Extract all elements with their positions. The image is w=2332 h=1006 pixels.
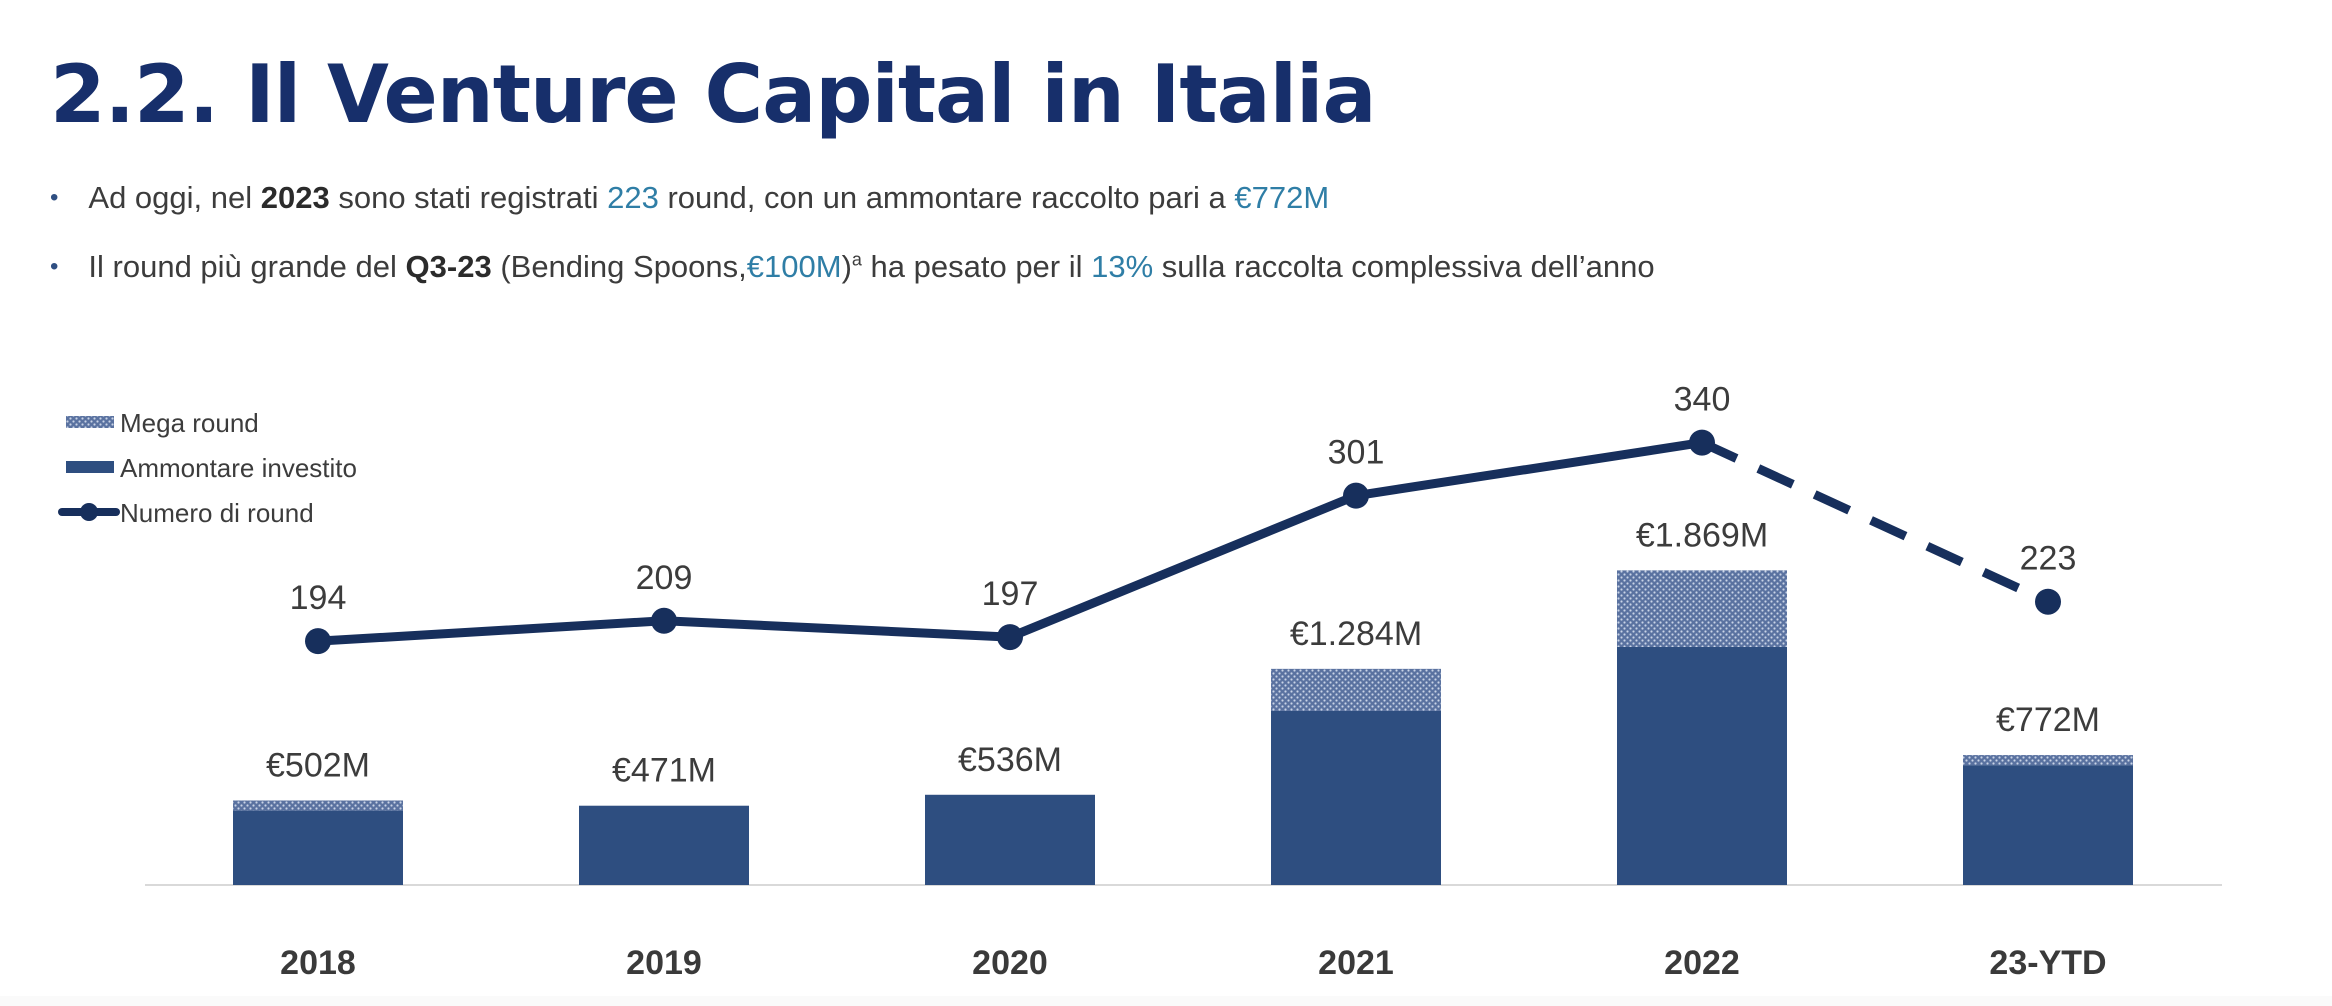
bullet-1-text-1: Ad oggi, nel xyxy=(88,180,261,215)
x-tick-2022: 2022 xyxy=(1664,944,1740,982)
legend-label-1: Mega round xyxy=(120,408,259,438)
total-label-2021: €1.284M xyxy=(1290,615,1422,653)
bullet-1-text-3: round, con un ammontare raccolto pari a xyxy=(658,180,1235,215)
bar-mega-2021 xyxy=(1271,668,1441,711)
bullet-2-amount: €100M xyxy=(746,249,842,284)
legend-swatch-point xyxy=(80,503,98,521)
x-tick-2018: 2018 xyxy=(280,944,356,982)
bullet-2: • Il round più grande del Q3-23 (Bending … xyxy=(50,249,1655,285)
legend-swatch-mega xyxy=(66,416,114,428)
count-label-2019: 209 xyxy=(636,559,693,597)
bar-invested-2018 xyxy=(233,810,403,885)
bullet-1-text-2: sono stati registrati xyxy=(329,180,608,215)
rounds-line xyxy=(305,429,2061,655)
bullet-1-year: 2023 xyxy=(260,180,330,215)
bullet-2-text-5: sulla raccolta complessiva dell’anno xyxy=(1153,249,1655,284)
x-tick-2021: 2021 xyxy=(1318,944,1394,982)
bullet-2-footnote-mark: a xyxy=(851,249,862,270)
total-label-23-YTD: €772M xyxy=(1996,701,2100,739)
bullet-dot: • xyxy=(50,184,59,211)
bar-invested-2022 xyxy=(1617,646,1787,885)
count-label-23-YTD: 223 xyxy=(2020,540,2077,578)
rounds-point-2022 xyxy=(1689,429,1715,456)
x-tick-23-YTD: 23-YTD xyxy=(1989,944,2106,982)
legend-swatch-invested xyxy=(66,461,114,473)
page-title: 2.2. Il Venture Capital in Italia xyxy=(50,48,1376,141)
total-label-2019: €471M xyxy=(612,752,716,790)
x-tick-2020: 2020 xyxy=(972,944,1048,982)
rounds-point-2020 xyxy=(997,624,1023,651)
x-tick-labels: 2018 2019 2020 2021 2022 23-YTD xyxy=(280,944,2106,982)
bullet-2-text-4: ha pesato per il xyxy=(861,249,1092,284)
footer-strip xyxy=(0,996,2332,1006)
bullet-2-share: 13% xyxy=(1091,249,1154,284)
bullet-2-text-2: (Bending Spoons, xyxy=(491,249,747,284)
count-label-2020: 197 xyxy=(982,575,1039,613)
bullet-1: • Ad oggi, nel 2023 sono stati registrati… xyxy=(50,180,1329,216)
total-label-2022: €1.869M xyxy=(1636,516,1768,554)
bullet-1-round-count: 223 xyxy=(607,180,659,215)
bar-invested-2021 xyxy=(1271,710,1441,885)
count-label-2018: 194 xyxy=(290,579,347,617)
total-label-2018: €502M xyxy=(266,746,370,784)
bar-invested-2020 xyxy=(925,794,1095,885)
bar-mega-2018 xyxy=(233,800,403,811)
count-label-2022: 340 xyxy=(1674,381,1731,419)
bar-mega-2022 xyxy=(1617,570,1787,647)
x-tick-2019: 2019 xyxy=(626,944,702,982)
legend-label-3: Numero di round xyxy=(120,498,314,528)
bullet-2-text-1: Il round più grande del xyxy=(88,249,406,284)
bars xyxy=(233,570,2133,885)
bullet-dot: • xyxy=(50,253,59,280)
rounds-point-2018 xyxy=(305,628,331,655)
rounds-line-dashed xyxy=(1700,438,2050,606)
bullet-2-quarter: Q3-23 xyxy=(405,249,492,284)
rounds-point-23-YTD xyxy=(2035,588,2061,615)
data-labels: €502M €471M €536M €1.284M €1.869M €772M 194 209… xyxy=(266,381,2100,790)
bar-invested-2019 xyxy=(579,805,749,885)
bar-invested-23-YTD xyxy=(1963,765,2133,885)
chart-legend: Mega round Ammontare investito Numero di r… xyxy=(58,408,357,528)
bar-mega-23-YTD xyxy=(1963,755,2133,766)
rounds-point-2019 xyxy=(651,607,677,634)
total-label-2020: €536M xyxy=(958,741,1062,779)
legend-label-2: Ammontare investito xyxy=(120,453,357,483)
count-label-2021: 301 xyxy=(1328,434,1385,472)
bullet-2-text-3: ) xyxy=(841,249,852,284)
bullet-1-amount: €772M xyxy=(1234,180,1330,215)
rounds-point-2021 xyxy=(1343,482,1369,509)
